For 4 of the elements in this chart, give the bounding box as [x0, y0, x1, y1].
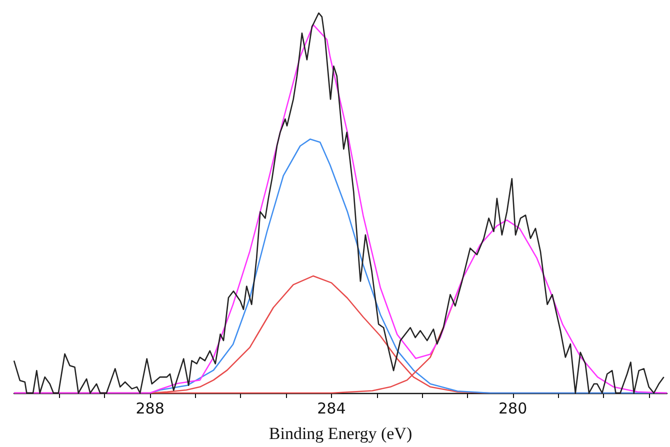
x-axis-title: Binding Energy (eV): [268, 424, 412, 443]
x-tick-label: 280: [498, 400, 528, 418]
x-tick-label: 284: [317, 400, 346, 418]
x-tick-label: 288: [136, 400, 164, 418]
